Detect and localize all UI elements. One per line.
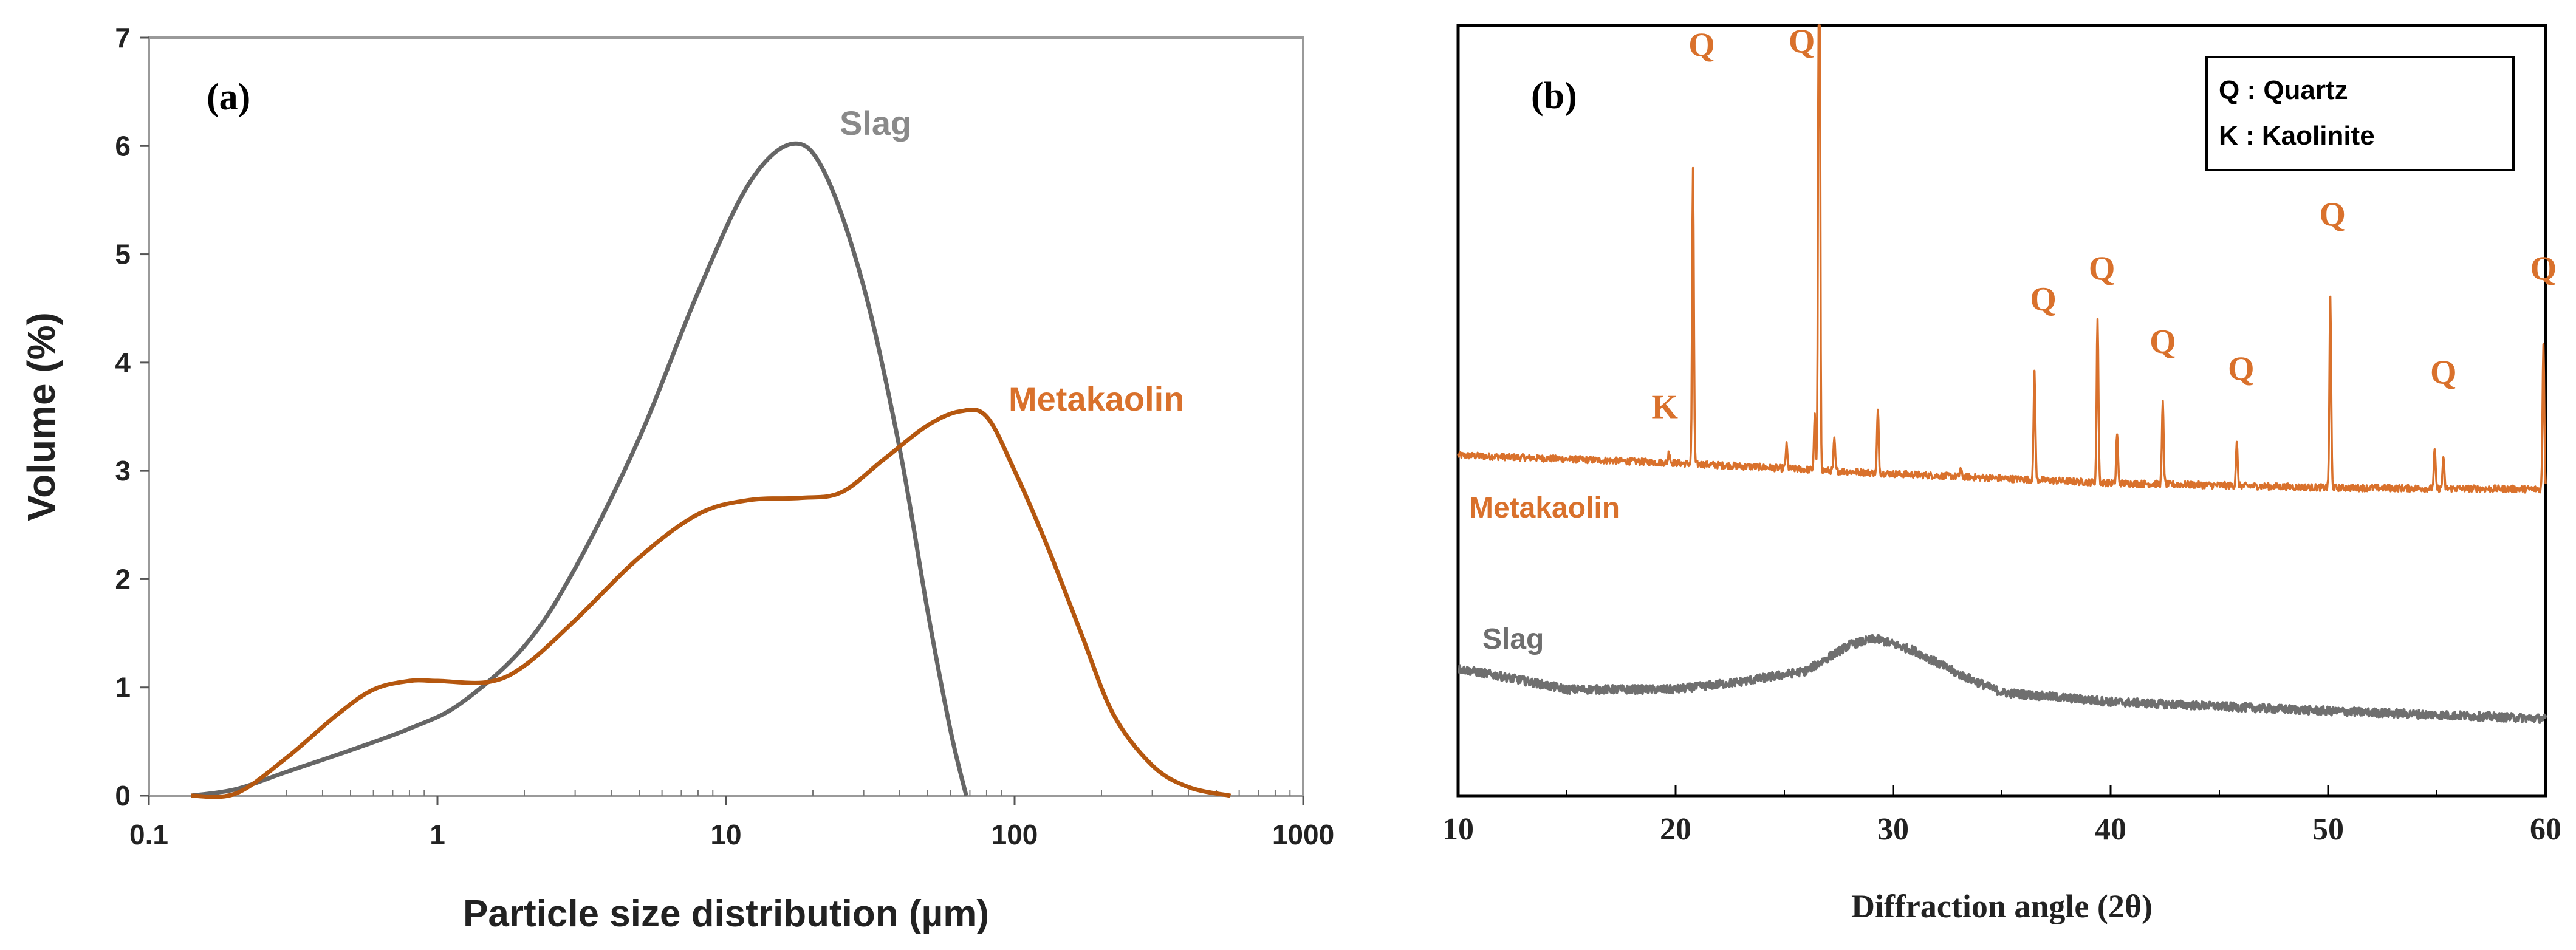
panel-b-legend: Q : Quartz K : Kaolinite [2205,56,2515,171]
x-tick-label: 10 [1442,812,1474,847]
peak-label: Q [1688,27,1715,64]
y-tick-label: 5 [115,239,131,270]
peak-label: K [1651,389,1678,426]
slag-xrd-pattern [1457,634,2547,725]
peak-label: Q [1789,22,1815,60]
slag-psd-line [190,141,968,798]
y-tick-label: 0 [115,780,131,812]
panel-a-y-axis-title: Volume (%) [19,312,63,521]
panel-b-x-axis-title: Diffraction angle (2θ) [1851,888,2153,924]
x-tick-label: 60 [2530,812,2561,847]
metakaolin-series-annotation: Metakaolin [1009,380,1184,418]
x-tick-label: 100 [992,819,1038,850]
metakaolin-pattern-annotation: Metakaolin [1469,492,1620,524]
x-tick-label: 1000 [1272,819,1334,850]
peak-label: Q [2530,250,2557,287]
x-tick-label: 50 [2312,812,2344,847]
panel-a-x-axis-title: Particle size distribution (µm) [463,893,989,935]
x-tick-label: 20 [1660,812,1691,847]
panel-a-label: (a) [207,77,250,118]
peak-label: Q [2150,323,2176,361]
y-tick-label: 3 [115,455,131,487]
peak-label: Q [2319,196,2346,234]
x-tick-label: 40 [2095,812,2126,847]
y-tick-label: 7 [115,22,131,53]
y-tick-label: 1 [115,672,131,703]
slag-pattern-annotation: Slag [1482,623,1544,655]
peak-label: Q [2228,350,2255,388]
metakaolin-psd-line [191,408,1231,799]
y-tick-label: 6 [115,130,131,162]
metakaolin-xrd-pattern [1457,24,2547,494]
y-tick-label: 4 [115,347,131,378]
x-tick-label: 30 [1877,812,1909,847]
x-tick-label: 0.1 [129,819,168,850]
panel-b-ticks: 10 20 30 40 50 60 [1442,785,2561,847]
y-tick-label: 2 [115,563,131,595]
panel-b-label: (b) [1531,75,1577,117]
x-tick-label: 10 [710,819,741,850]
panel-a-psd-chart: 0 1 2 3 4 5 6 7 0.1 1 10 100 1000 (a) Slag Metakaoli… [19,22,1334,935]
panel-a-ticks: 0 1 2 3 4 5 6 7 0.1 1 10 100 1000 [115,22,1334,850]
x-tick-label: 1 [430,819,445,850]
peak-label: Q [2430,354,2457,392]
panel-a-series [190,141,1231,799]
legend-box [2205,56,2515,171]
panel-b-series [1457,24,2547,725]
legend-kaolinite-entry: K : Kaolinite [2219,121,2375,151]
legend-quartz-entry: Q : Quartz [2219,75,2348,105]
peak-label: Q [2089,250,2115,287]
peak-label: Q [2030,281,2057,318]
slag-series-annotation: Slag [840,104,911,142]
